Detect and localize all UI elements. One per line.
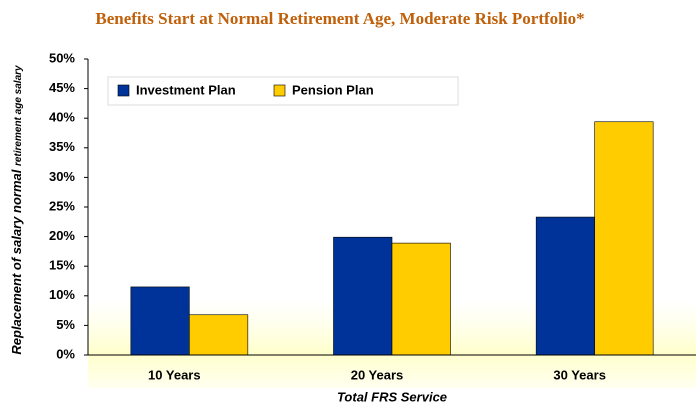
legend-swatch <box>273 84 286 97</box>
y-tick-label: 25% <box>49 198 75 213</box>
y-tick-label: 10% <box>49 287 75 302</box>
y-tick-label: 35% <box>49 139 75 154</box>
y-tick-label: 30% <box>49 169 75 184</box>
y-tick-label: 45% <box>49 80 75 95</box>
y-tick-label: 40% <box>49 110 75 125</box>
x-axis-title: Total FRS Service <box>337 389 447 404</box>
chart-title: Benefits Start at Normal Retirement Age,… <box>95 9 584 28</box>
y-tick-label: 0% <box>56 346 75 361</box>
y-tick-label: 20% <box>49 228 75 243</box>
y-axis-title-small: retirement age salary <box>13 65 24 166</box>
y-tick-label: 15% <box>49 258 75 273</box>
bar <box>535 216 595 356</box>
bar <box>130 286 190 356</box>
y-axis-title-main: Replacement of salary normal <box>9 169 24 354</box>
bar <box>391 242 451 356</box>
bar <box>189 314 249 356</box>
y-tick-label: 5% <box>56 317 75 332</box>
legend-label: Investment Plan <box>136 82 236 97</box>
x-tick-label: 10 Years <box>148 367 201 382</box>
y-tick-label: 50% <box>49 50 75 65</box>
y-axis-title: Replacement of salary normal retirement … <box>9 65 24 355</box>
legend-label: Pension Plan <box>292 82 374 97</box>
bar <box>594 121 654 356</box>
legend-swatch <box>117 84 130 97</box>
bar <box>333 236 393 356</box>
x-tick-label: 30 Years <box>553 367 606 382</box>
x-tick-label: 20 Years <box>351 367 404 382</box>
